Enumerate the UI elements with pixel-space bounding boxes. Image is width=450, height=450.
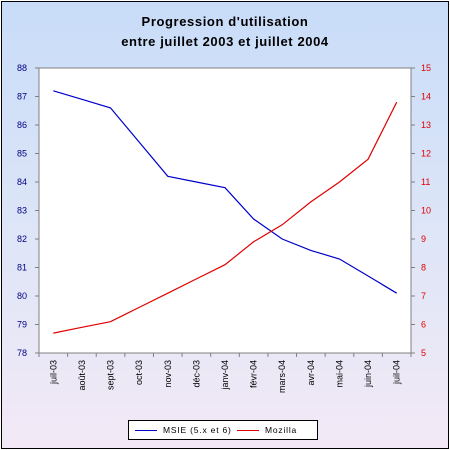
legend-item-msie: MSIE (5.x et 6) [135, 421, 232, 439]
right-axis-tick-label: 12 [421, 149, 431, 159]
legend-label-mozilla: Mozilla [265, 425, 298, 435]
x-axis-tick-label: mars-04 [277, 360, 287, 393]
left-axis-tick-label: 82 [17, 234, 27, 244]
left-axis-tick-label: 87 [17, 92, 27, 102]
legend-swatch-msie [135, 429, 157, 431]
chart-title: Progression d'utilisation [141, 14, 309, 29]
left-axis-tick-label: 81 [17, 263, 27, 273]
left-axis-tick-label: 88 [17, 63, 27, 73]
right-axis-tick-label: 15 [421, 63, 431, 73]
legend: MSIE (5.x et 6) Mozilla [128, 420, 318, 440]
right-axis-tick-label: 13 [421, 120, 431, 130]
series-line-mozilla [53, 101, 398, 334]
plot-area [38, 67, 412, 354]
left-axis-tick-label: 83 [17, 206, 27, 216]
left-axis-tick-label: 80 [17, 291, 27, 301]
x-axis-tick-label: août-03 [77, 360, 87, 391]
series-line-msie [53, 90, 398, 294]
x-axis-tick-label: déc-03 [191, 360, 201, 388]
x-axis-tick-label: juil-04 [392, 360, 402, 385]
x-axis-tick-label: févr-04 [249, 360, 259, 388]
x-axis-tick-label: sept-03 [106, 360, 116, 390]
right-axis-tick-label: 8 [421, 263, 426, 273]
left-axis-tick-label: 86 [17, 120, 27, 130]
x-axis-tick-label: janv-04 [220, 360, 230, 391]
chart-subtitle: entre juillet 2003 et juillet 2004 [121, 34, 329, 49]
right-axis-tick-label: 9 [421, 234, 426, 244]
right-axis-tick-label: 5 [421, 348, 426, 358]
left-axis-tick-label: 85 [17, 149, 27, 159]
legend-item-mozilla: Mozilla [237, 421, 297, 439]
left-axis-tick-label: 78 [17, 348, 27, 358]
x-axis-tick-label: oct-03 [134, 360, 144, 385]
left-axis-tick-label: 79 [17, 320, 27, 330]
right-axis-tick-label: 10 [421, 206, 431, 216]
x-axis-tick-label: nov-03 [163, 360, 173, 388]
x-axis-tick-label: juil-03 [48, 360, 58, 385]
left-axis-tick-label: 84 [17, 177, 27, 187]
x-axis-tick-label: mai-04 [334, 360, 344, 388]
x-axis-tick-label: avr-04 [306, 360, 316, 386]
right-axis-tick-label: 6 [421, 320, 426, 330]
right-axis-tick-label: 11 [421, 177, 430, 187]
legend-swatch-mozilla [237, 429, 259, 431]
x-axis-tick-label: juin-04 [363, 360, 373, 388]
legend-label-msie: MSIE (5.x et 6) [163, 425, 232, 435]
right-axis-tick-label: 7 [421, 291, 426, 301]
right-axis-tick-label: 14 [421, 92, 431, 102]
